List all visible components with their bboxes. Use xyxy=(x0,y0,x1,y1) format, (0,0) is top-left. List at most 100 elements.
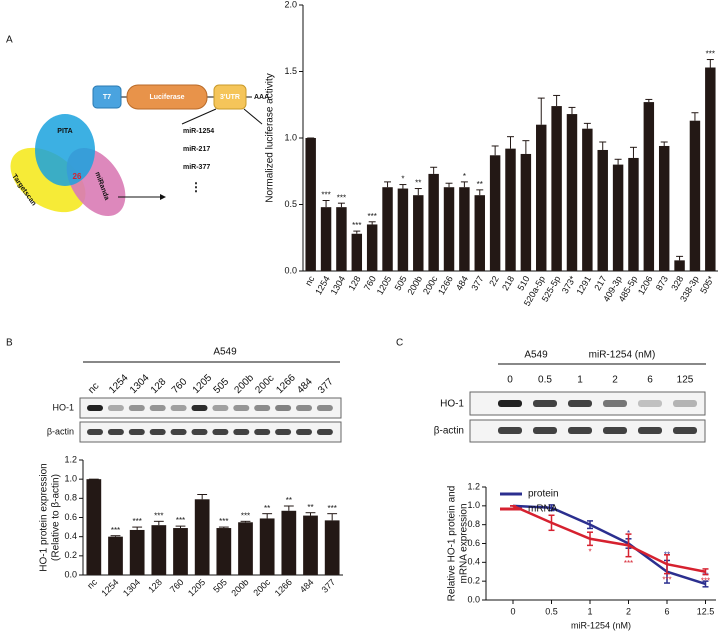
x-tick-label: 760 xyxy=(168,577,186,595)
y-axis-label: (Relative to β-actin) xyxy=(51,474,62,561)
blot-header: A549 xyxy=(213,347,237,358)
bar xyxy=(536,124,547,271)
significance: *** xyxy=(321,191,330,200)
funnel-line xyxy=(243,108,263,125)
blot-band xyxy=(128,405,145,411)
blot-condition: miR-1254 (nM) xyxy=(589,350,656,361)
x-tick-label: 1304 xyxy=(329,274,348,296)
bar xyxy=(520,153,532,271)
bar xyxy=(689,120,701,272)
blot-lane-label: 1254 xyxy=(107,372,131,396)
bar xyxy=(151,525,167,575)
y-tick-label: 0.8 xyxy=(64,493,77,503)
significance: *** xyxy=(706,50,715,59)
blot-band xyxy=(107,429,124,435)
x-tick-label: 0 xyxy=(510,606,515,616)
blot-band xyxy=(296,405,312,411)
bar xyxy=(459,187,470,271)
x-tick-label: 1205 xyxy=(375,274,394,296)
bar xyxy=(324,520,340,575)
blot-band xyxy=(170,429,187,435)
significance: *** xyxy=(337,193,346,202)
blot-band xyxy=(498,427,522,434)
bar xyxy=(305,138,316,271)
blot-band xyxy=(149,429,166,435)
blot-band xyxy=(107,405,124,411)
blot-band xyxy=(638,427,662,434)
blot-band xyxy=(170,405,187,411)
y-tick-label: 0.4 xyxy=(64,531,77,541)
y-axis-label: Normalized luciferase activity xyxy=(265,73,276,203)
construct-label: Luciferase xyxy=(149,94,184,101)
blot-band xyxy=(87,429,103,435)
blot-band xyxy=(212,429,229,435)
y-tick-label: 0.0 xyxy=(64,569,77,579)
bar xyxy=(320,207,332,271)
blot-band xyxy=(233,429,250,435)
blot-band xyxy=(498,400,522,407)
blot-lane-label: 200c xyxy=(253,373,276,396)
y-tick-label: 0.4 xyxy=(467,557,480,567)
blot-band xyxy=(191,429,208,435)
significance: * xyxy=(588,547,591,556)
legend-label: protein xyxy=(528,489,559,500)
blot-band xyxy=(233,405,250,411)
blot-lane-label: 0 xyxy=(507,375,513,386)
blot-band xyxy=(254,405,271,411)
venn-label: PITA xyxy=(57,128,72,135)
y-tick-label: 1.2 xyxy=(467,481,480,491)
arrow-head xyxy=(160,194,166,200)
series-line xyxy=(512,504,706,586)
bar xyxy=(413,195,424,271)
x-tick-label: 128 xyxy=(146,577,164,595)
x-tick-label: 200b xyxy=(229,577,250,598)
blot-lane-label: 760 xyxy=(170,376,190,396)
y-tick-label: 1.5 xyxy=(284,66,297,76)
panel-label: A xyxy=(6,35,13,46)
blot-band xyxy=(87,405,103,411)
x-tick-label: 484 xyxy=(454,274,470,292)
mirna-label: miR-1254 xyxy=(183,128,214,135)
construct-label: T7 xyxy=(103,94,111,101)
blot-lane-label: 484 xyxy=(295,376,315,396)
y-tick-label: 0.5 xyxy=(284,199,297,209)
bar xyxy=(505,148,516,271)
significance: ** xyxy=(286,496,292,505)
x-tick-label: 505 xyxy=(211,577,229,595)
x-tick-label: 2 xyxy=(626,606,631,616)
venn-set xyxy=(35,114,95,186)
x-tick-label: 1254 xyxy=(99,577,120,598)
significance: *** xyxy=(241,511,250,520)
bar xyxy=(566,114,578,271)
x-tick-label: 6 xyxy=(664,606,669,616)
legend-label: mRNA xyxy=(528,504,558,515)
bar xyxy=(303,515,318,575)
bar xyxy=(86,479,102,575)
blot-band xyxy=(638,400,662,407)
mirna-label: miR-217 xyxy=(183,146,210,153)
bar xyxy=(351,233,363,271)
significance: *** xyxy=(176,516,185,525)
blot-band xyxy=(149,405,166,411)
blot-band xyxy=(533,427,557,434)
x-tick-label: 505* xyxy=(698,274,716,295)
y-axis-label: mRNA expression xyxy=(459,503,470,583)
x-tick-label: 1266 xyxy=(273,577,294,598)
x-tick-label: nc xyxy=(85,577,99,591)
blot-row-label: β-actin xyxy=(47,426,74,436)
blot-strip xyxy=(79,421,342,443)
mirna-label: ⋮ xyxy=(190,180,202,194)
x-tick-label: 1291 xyxy=(574,274,593,296)
bar xyxy=(597,149,608,271)
x-tick-label: 0.5 xyxy=(545,606,558,616)
bar xyxy=(108,536,123,575)
bar xyxy=(628,157,639,271)
bar xyxy=(173,528,188,575)
bar xyxy=(129,529,145,575)
significance: *** xyxy=(132,517,141,526)
blot-row-label: HO-1 xyxy=(52,402,74,412)
blot-lane-label: 1304 xyxy=(128,372,152,396)
blot-band xyxy=(275,405,292,411)
blot-band xyxy=(316,405,333,411)
significance: * xyxy=(463,172,466,181)
